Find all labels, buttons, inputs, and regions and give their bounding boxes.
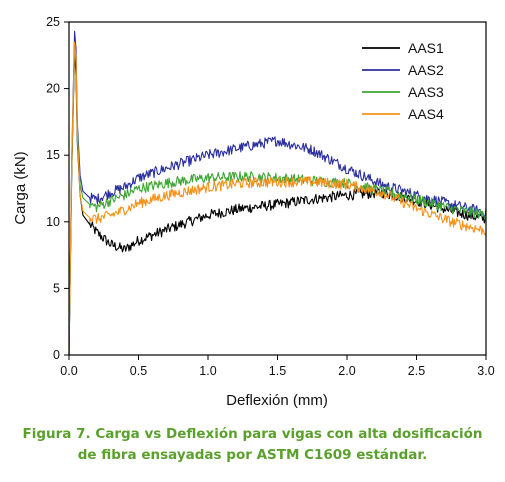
series-line-aas3 xyxy=(68,45,487,356)
x-tick-label: 0.5 xyxy=(130,364,147,378)
caption-line-1: Figura 7. Carga vs Deflexión para vigas … xyxy=(22,426,483,442)
x-tick-label: 1.5 xyxy=(269,364,286,378)
y-tick-label: 20 xyxy=(46,82,60,96)
y-tick-label: 0 xyxy=(53,348,60,362)
series-line-aas2 xyxy=(68,30,487,356)
figure-caption: Figura 7. Carga vs Deflexión para vigas … xyxy=(0,424,505,466)
load-deflection-chart: 0.0 0.5 1.0 1.5 2.0 2.5 3.0 0 5 10 15 20 25 Deflexi… xyxy=(12,15,495,409)
y-tick-label: 10 xyxy=(46,215,60,229)
x-axis-label: Deflexión (mm) xyxy=(226,392,328,409)
series-line-aas4 xyxy=(68,41,487,356)
legend-label: AAS2 xyxy=(408,62,444,78)
series-line-aas1 xyxy=(68,50,487,356)
x-tick-label: 0.0 xyxy=(60,364,77,378)
caption-line-2: de fibra ensayadas por ASTM C1609 estánd… xyxy=(77,447,428,463)
x-tick-label: 1.0 xyxy=(199,364,216,378)
y-axis-ticks: 0 5 10 15 20 25 xyxy=(46,15,69,362)
y-axis-label: Carga (kN) xyxy=(12,151,29,224)
y-tick-label: 15 xyxy=(46,148,60,162)
legend: AAS1 AAS2 AAS3 AAS4 xyxy=(362,40,444,122)
x-tick-label: 2.0 xyxy=(338,364,355,378)
plot-lines xyxy=(68,30,487,356)
x-axis-ticks: 0.0 0.5 1.0 1.5 2.0 2.5 3.0 xyxy=(60,355,495,378)
y-tick-label: 25 xyxy=(46,15,60,29)
x-tick-label: 2.5 xyxy=(408,364,425,378)
x-tick-label: 3.0 xyxy=(477,364,494,378)
legend-label: AAS4 xyxy=(408,106,444,122)
y-tick-label: 5 xyxy=(53,281,60,295)
legend-label: AAS3 xyxy=(408,84,444,100)
legend-label: AAS1 xyxy=(408,40,444,56)
